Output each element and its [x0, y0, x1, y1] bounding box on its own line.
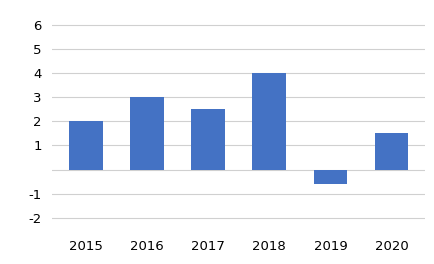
- Bar: [375, 134, 408, 169]
- Bar: [130, 97, 164, 169]
- Bar: [253, 73, 286, 169]
- Bar: [314, 169, 347, 184]
- Bar: [191, 109, 225, 169]
- Bar: [69, 121, 103, 169]
